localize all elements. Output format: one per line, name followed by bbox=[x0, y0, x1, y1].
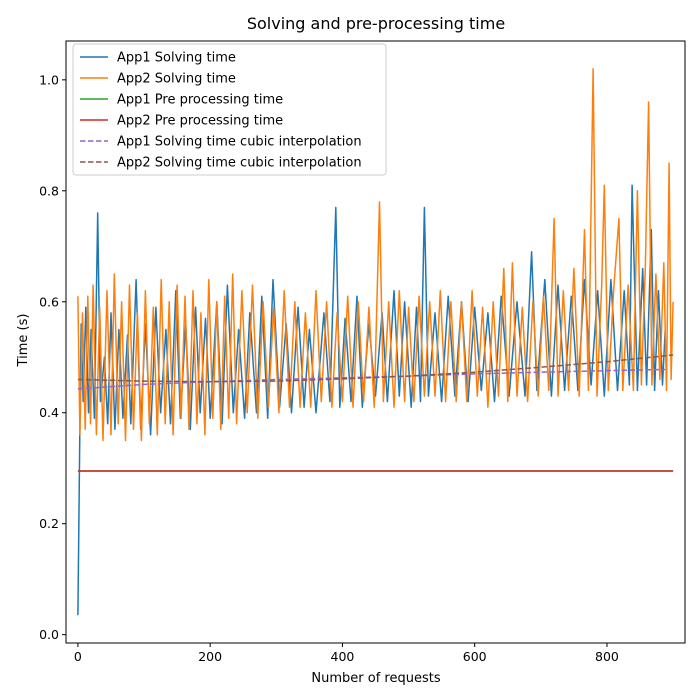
y-tick-label: 0.4 bbox=[39, 405, 59, 420]
y-tick-label: 0.2 bbox=[39, 516, 59, 531]
x-tick-label: 0 bbox=[74, 649, 82, 664]
y-tick-label: 0.0 bbox=[39, 627, 59, 642]
x-axis-title: Number of requests bbox=[311, 671, 440, 686]
series-line-5 bbox=[77, 354, 674, 383]
chart-title: Solving and pre-processing time bbox=[247, 14, 505, 33]
x-tick-label: 400 bbox=[331, 649, 355, 664]
legend-label-5: App2 Solving time cubic interpolation bbox=[117, 156, 362, 171]
x-tick-label: 200 bbox=[198, 649, 222, 664]
x-tick-label: 600 bbox=[463, 649, 487, 664]
legend-box bbox=[72, 43, 387, 176]
axes: 0 200 400 600 800 0.0 0.2 0.4 0.6 0.8 1.0 bbox=[39, 40, 686, 664]
legend-label-0: App1 Solving time bbox=[117, 51, 236, 66]
y-axis-title: Time (s) bbox=[16, 314, 31, 368]
legend: App1 Solving time App2 Solving time App1 P… bbox=[72, 43, 387, 176]
y-tick-label: 0.6 bbox=[39, 294, 59, 309]
y-tick-label: 1.0 bbox=[39, 72, 59, 87]
x-tick-label: 800 bbox=[595, 649, 619, 664]
legend-label-2: App1 Pre processing time bbox=[117, 93, 283, 108]
plot-frame bbox=[65, 40, 686, 644]
legend-label-4: App1 Solving time cubic interpolation bbox=[117, 135, 362, 150]
series-line-1 bbox=[77, 67, 674, 442]
legend-label-1: App2 Solving time bbox=[117, 72, 236, 87]
plot-area bbox=[77, 67, 674, 616]
legend-label-3: App2 Pre processing time bbox=[117, 114, 283, 129]
y-tick-label: 0.8 bbox=[39, 183, 59, 198]
